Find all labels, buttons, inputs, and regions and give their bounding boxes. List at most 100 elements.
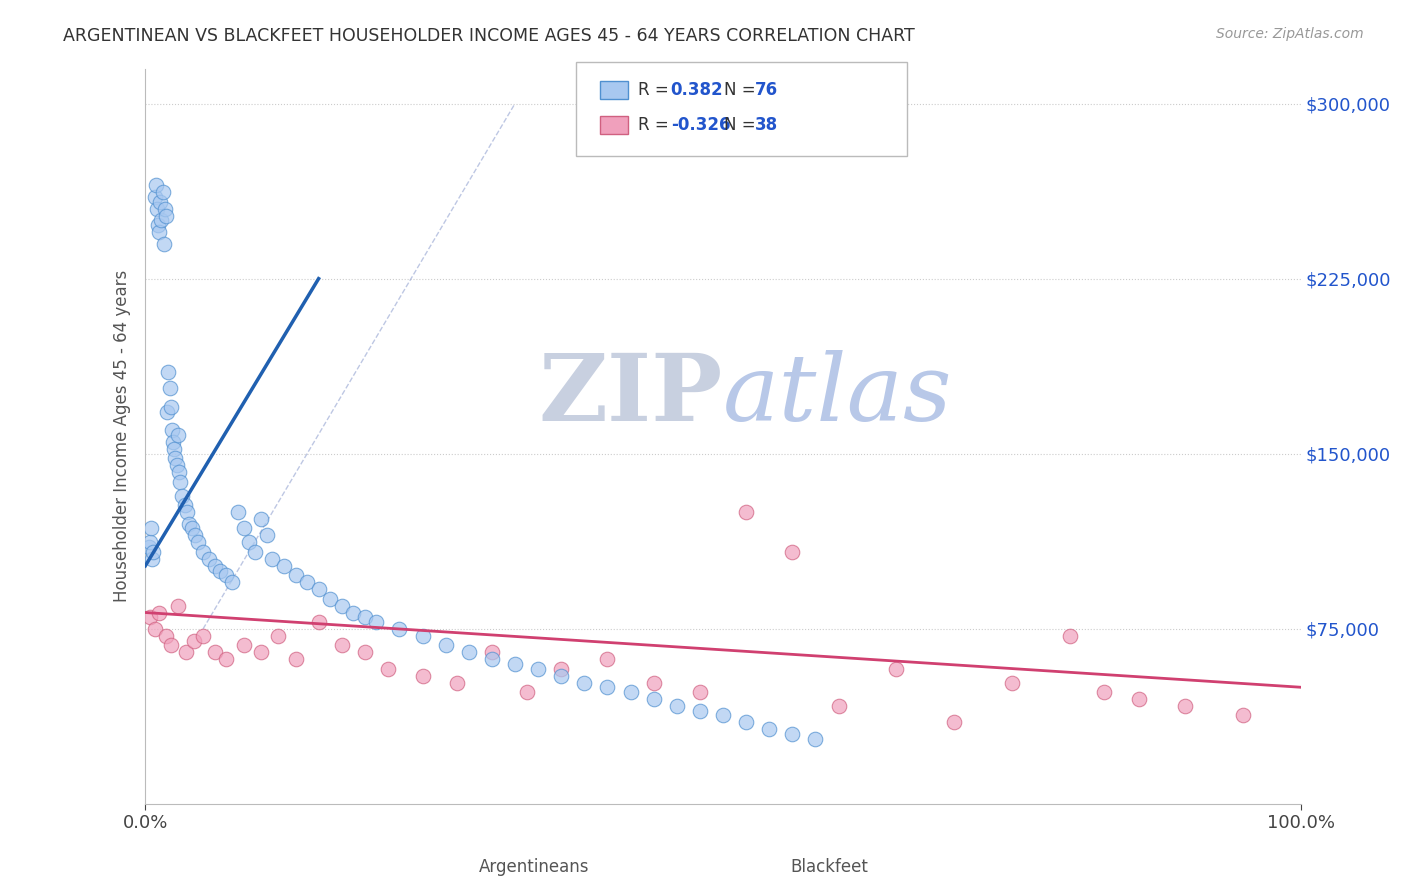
Point [232, 521, 254, 535]
Point [1059, 629, 1081, 643]
Point [243, 545, 266, 559]
Point [550, 662, 572, 676]
Point [250, 512, 273, 526]
Point [139, 521, 162, 535]
Point [284, 652, 307, 666]
Point [187, 535, 209, 549]
Point [141, 551, 163, 566]
Point [183, 633, 205, 648]
Point [232, 638, 254, 652]
Point [176, 505, 198, 519]
Point [446, 675, 468, 690]
Point [142, 545, 165, 559]
Point [226, 505, 249, 519]
Point [827, 698, 849, 713]
Text: 76: 76 [755, 81, 778, 99]
Point [179, 516, 201, 531]
Y-axis label: Householder Income Ages 45 - 64 years: Householder Income Ages 45 - 64 years [114, 270, 131, 602]
Point [503, 657, 526, 671]
Point [138, 540, 160, 554]
Text: ZIP: ZIP [538, 351, 723, 441]
Point [308, 615, 330, 629]
Point [180, 521, 202, 535]
Point [215, 568, 238, 582]
Point [167, 466, 190, 480]
Point [434, 638, 457, 652]
Point [412, 668, 434, 682]
Point [1174, 698, 1197, 713]
Point [156, 405, 179, 419]
Point [481, 652, 503, 666]
Text: N =: N = [724, 81, 761, 99]
Point [160, 424, 183, 438]
Point [221, 575, 243, 590]
Point [173, 498, 195, 512]
Point [215, 652, 238, 666]
Point [204, 558, 226, 573]
Point [643, 692, 665, 706]
Point [163, 442, 186, 456]
Text: atlas: atlas [723, 351, 952, 441]
Text: -0.326: -0.326 [671, 116, 730, 134]
Point [148, 225, 170, 239]
Point [308, 582, 330, 597]
Point [735, 715, 758, 730]
Point [198, 551, 221, 566]
Point [550, 668, 572, 682]
Point [366, 615, 388, 629]
Point [782, 545, 804, 559]
Point [153, 202, 176, 216]
Point [516, 685, 538, 699]
Point [166, 458, 188, 473]
Point [619, 685, 641, 699]
Text: Argentineans: Argentineans [479, 858, 589, 876]
Point [330, 599, 353, 613]
Point [689, 685, 711, 699]
Point [342, 606, 364, 620]
Point [149, 194, 172, 209]
Point [145, 178, 167, 193]
Point [596, 652, 619, 666]
Point [184, 528, 207, 542]
Point [884, 662, 907, 676]
Point [165, 451, 187, 466]
Point [162, 435, 184, 450]
Point [159, 400, 181, 414]
Text: 38: 38 [755, 116, 778, 134]
Point [139, 610, 162, 624]
Point [209, 564, 232, 578]
Text: Source: ZipAtlas.com: Source: ZipAtlas.com [1216, 27, 1364, 41]
Text: ARGENTINEAN VS BLACKFEET HOUSEHOLDER INCOME AGES 45 - 64 YEARS CORRELATION CHART: ARGENTINEAN VS BLACKFEET HOUSEHOLDER INC… [63, 27, 915, 45]
Point [1128, 692, 1150, 706]
Point [169, 475, 191, 489]
Point [166, 599, 188, 613]
Point [262, 551, 284, 566]
Point [148, 606, 170, 620]
Point [155, 629, 177, 643]
Point [665, 698, 688, 713]
Text: R =: R = [638, 116, 675, 134]
Point [330, 638, 353, 652]
Point [152, 186, 174, 200]
Point [643, 675, 665, 690]
Text: R =: R = [638, 81, 675, 99]
Text: 0.382: 0.382 [671, 81, 723, 99]
Point [284, 568, 307, 582]
Text: N =: N = [724, 116, 761, 134]
Point [943, 715, 966, 730]
Point [146, 218, 169, 232]
Point [1092, 685, 1115, 699]
Point [238, 535, 260, 549]
Point [758, 723, 780, 737]
Point [155, 209, 177, 223]
Point [412, 629, 434, 643]
Point [689, 704, 711, 718]
Point [250, 645, 273, 659]
Point [353, 645, 375, 659]
Point [596, 680, 619, 694]
Point [319, 591, 342, 606]
Point [267, 629, 290, 643]
Point [574, 675, 596, 690]
Text: Blackfeet: Blackfeet [790, 858, 869, 876]
Point [295, 575, 318, 590]
